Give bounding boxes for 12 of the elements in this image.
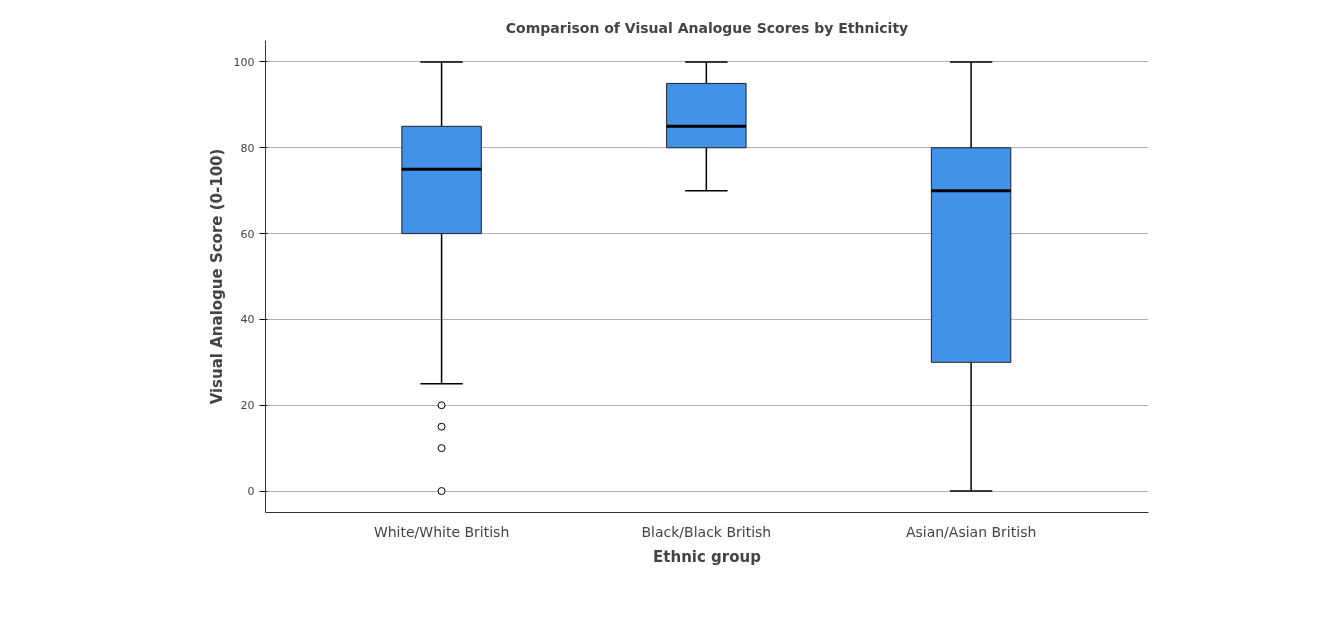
- y-tick-label: 40: [240, 313, 255, 327]
- x-tick-label: Black/Black British: [641, 523, 772, 540]
- x-tick-label: Asian/Asian British: [905, 523, 1037, 540]
- chart-title: Comparison of Visual Analogue Scores by Ethnicity: [505, 19, 909, 36]
- x-axis-title: Ethnic group: [653, 547, 762, 566]
- y-tick-label: 0: [247, 485, 255, 499]
- y-tick-label: 20: [240, 399, 255, 413]
- y-tick-label: 80: [240, 141, 255, 155]
- y-axis-title: Visual Analogue Score (0-100): [207, 148, 226, 405]
- y-tick-label: 60: [240, 227, 255, 241]
- y-tick-label: 100: [233, 55, 255, 69]
- x-tick-label: White/White British: [373, 523, 510, 540]
